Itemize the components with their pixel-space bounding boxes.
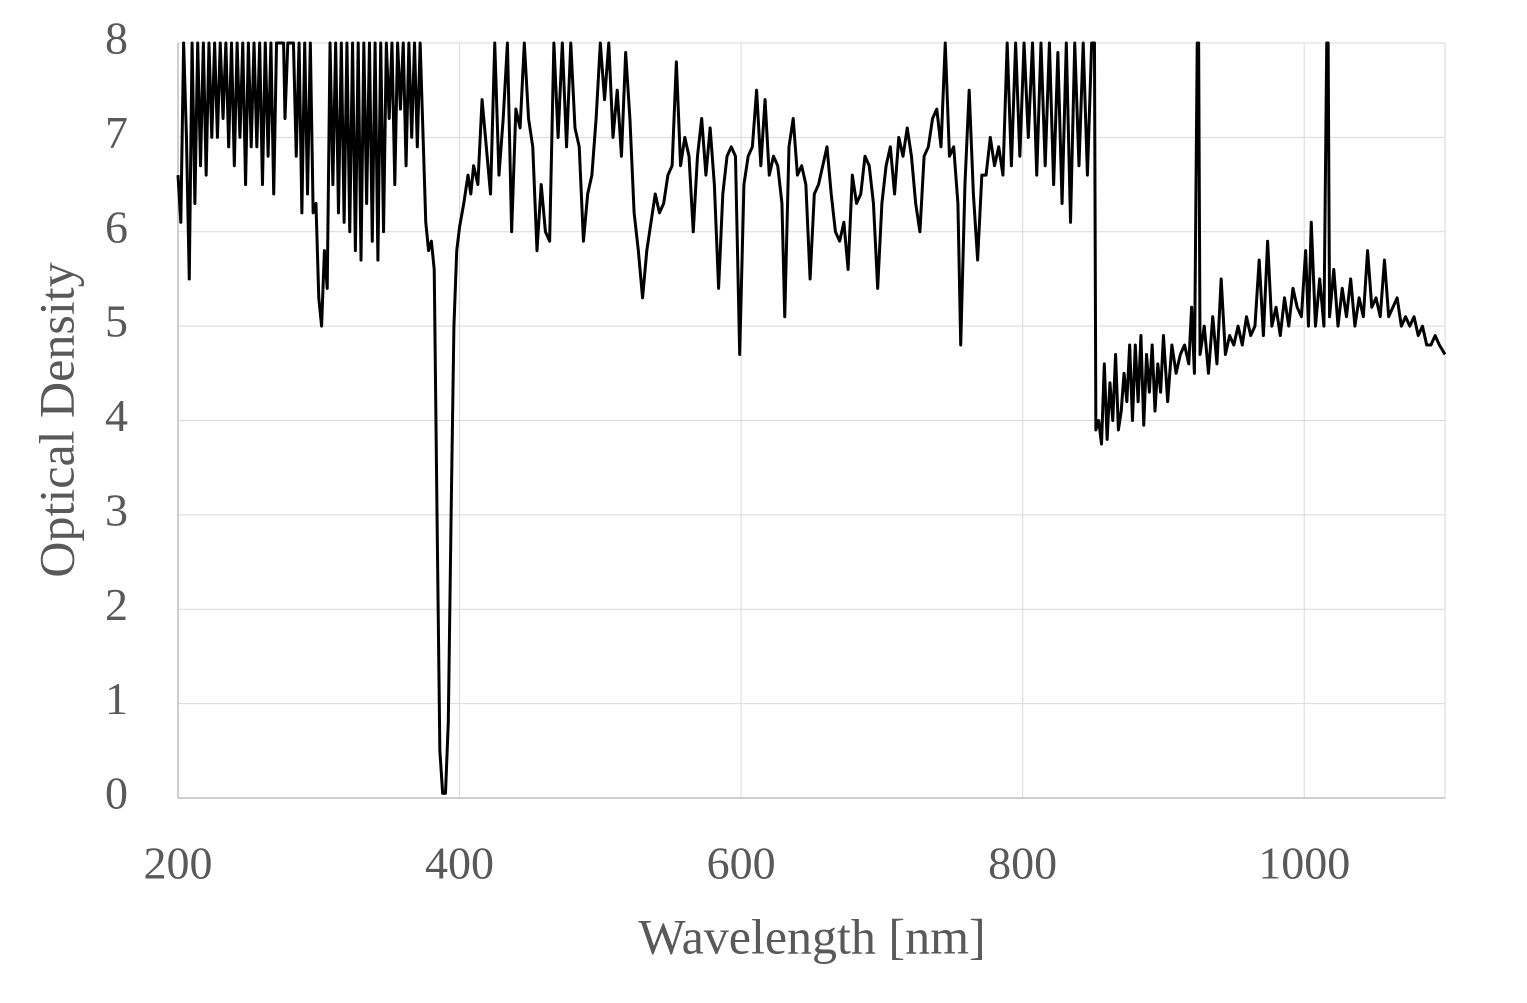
y-tick-label: 5 [105,296,128,347]
y-tick-label: 4 [105,390,128,441]
x-tick-label: 1000 [1258,838,1350,889]
y-tick-label: 8 [105,13,128,64]
x-tick-label: 200 [144,838,213,889]
x-tick-label: 800 [988,838,1057,889]
y-tick-label: 6 [105,201,128,252]
y-tick-label: 2 [105,579,128,630]
y-tick-label: 3 [105,484,128,535]
x-tick-label: 600 [707,838,776,889]
y-axis-title: Optical Density [28,262,84,577]
y-tick-label: 0 [105,768,128,819]
y-tick-label: 7 [105,107,128,158]
x-axis-title: Wavelength [nm] [638,908,985,964]
data-line [176,41,1447,795]
y-tick-label: 1 [105,673,128,724]
x-tick-label: 400 [425,838,494,889]
